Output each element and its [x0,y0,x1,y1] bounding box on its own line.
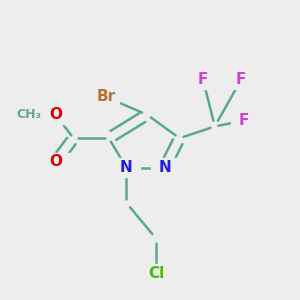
Text: CH₃: CH₃ [17,108,42,121]
Bar [93,88,119,106]
Bar [43,152,69,171]
Bar [43,105,69,124]
Bar [231,111,257,130]
Bar [190,70,216,88]
Text: O: O [49,154,62,169]
Bar [16,105,43,124]
Text: N: N [120,160,133,175]
Text: O: O [49,107,62,122]
Text: F: F [239,113,249,128]
Bar [152,158,178,177]
Text: N: N [158,160,171,175]
Bar [142,264,169,283]
Bar [228,70,254,88]
Text: F: F [236,72,247,87]
Bar [113,158,140,177]
Text: Cl: Cl [148,266,164,281]
Text: Br: Br [96,89,116,104]
Text: F: F [198,72,208,87]
